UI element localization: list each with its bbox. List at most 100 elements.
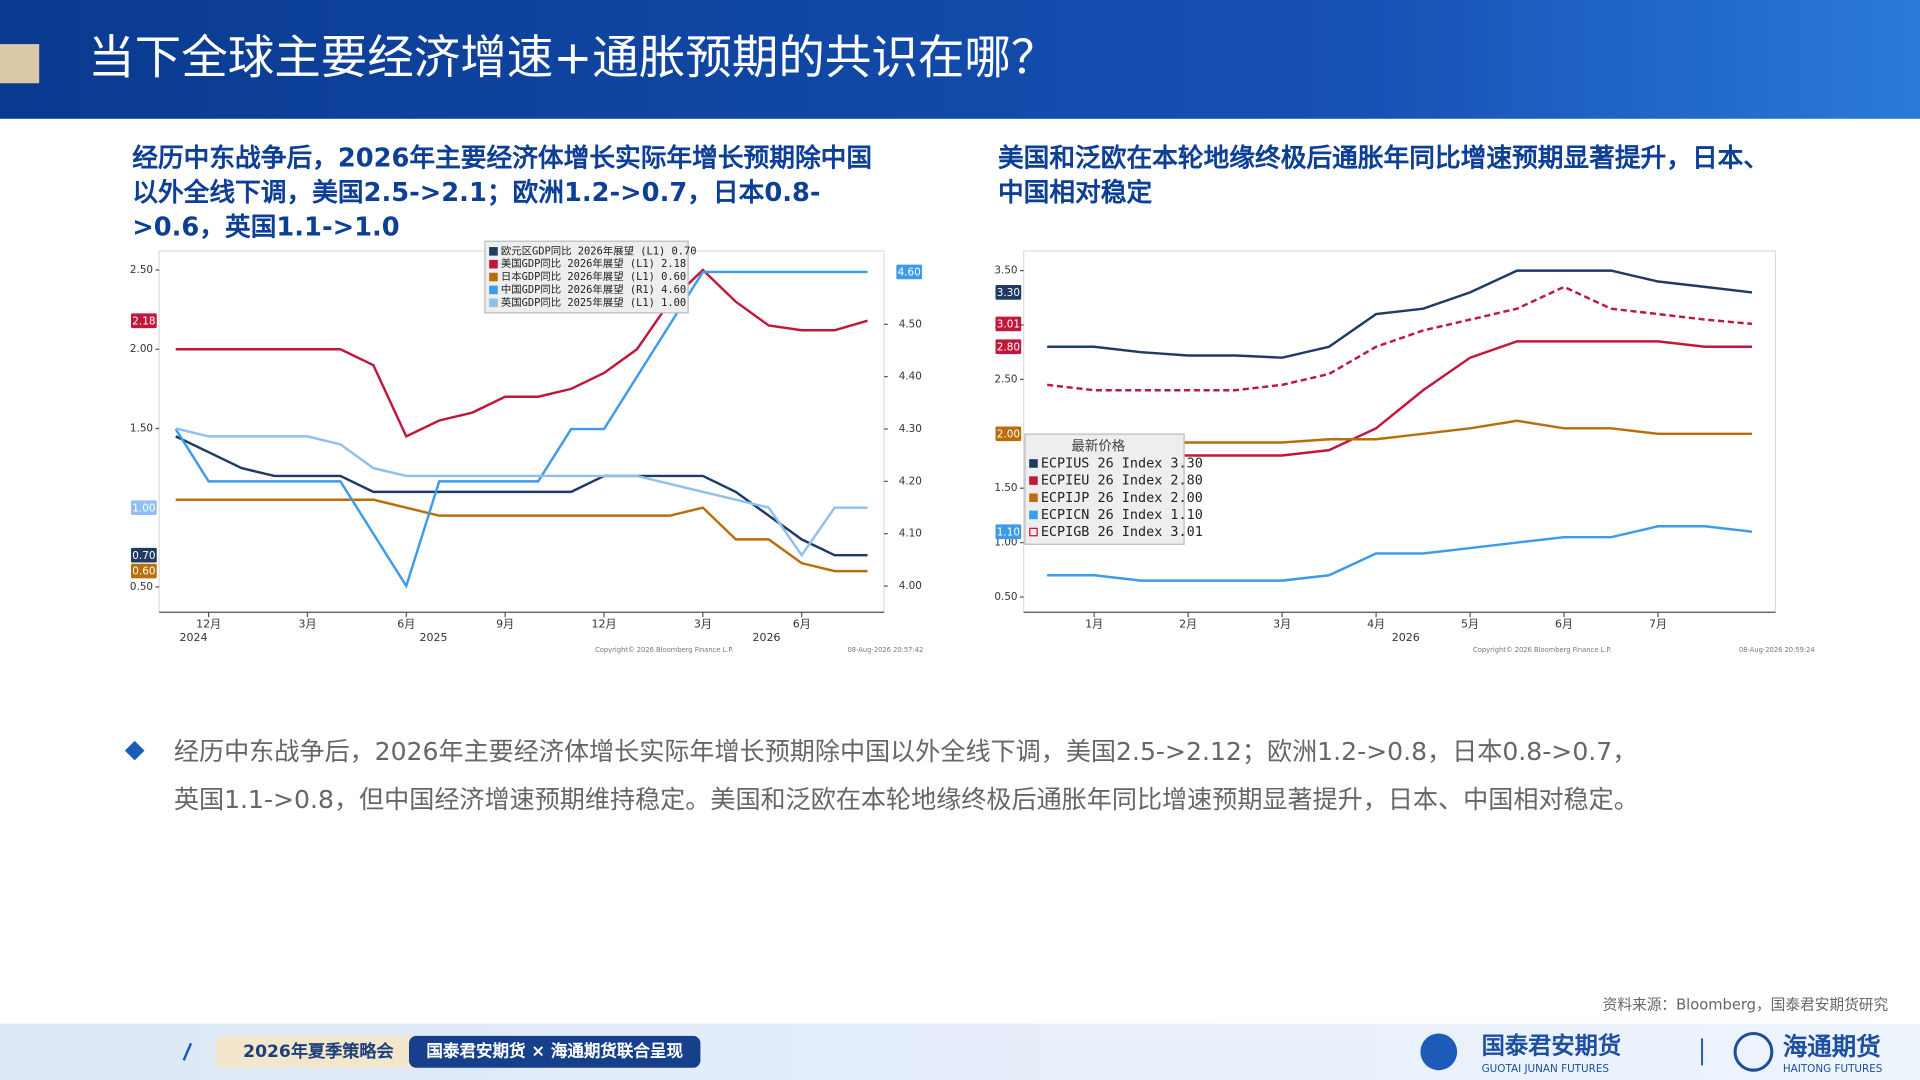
y2-tick-label: 4.20 — [899, 475, 922, 487]
y2-tick-label: 4.10 — [899, 528, 922, 540]
legend-swatch — [1029, 459, 1038, 468]
legend-value: 2.80 — [1170, 474, 1202, 489]
x-year-label: 2024 — [179, 631, 207, 644]
legend-name: ECPIUS 26 Index — [1041, 456, 1162, 471]
end-label: 4.60 — [898, 267, 921, 279]
legend-value: 0.60 — [661, 271, 686, 283]
plot-area — [1023, 250, 1777, 613]
legend-entry: ECPIJP 26 Index 2.00 — [1041, 491, 1203, 506]
x-tick-label: 12月 — [196, 617, 221, 630]
series-line — [1047, 269, 1753, 359]
end-label: 1.10 — [997, 526, 1020, 538]
legend-name: ECPIEU 26 Index — [1041, 474, 1162, 489]
footer-slash — [182, 1042, 193, 1061]
legend-value: 1.10 — [1170, 508, 1202, 523]
legend-value: 2.18 — [661, 258, 686, 270]
legend-entry: ECPICN 26 Index 1.10 — [1041, 508, 1203, 523]
legend-swatch — [1029, 510, 1038, 520]
legend-name: ECPIGB 26 Index — [1041, 525, 1162, 540]
legend-value: 4.60 — [661, 284, 686, 296]
x-tick-label: 1月 — [1085, 617, 1103, 630]
logo-text: 国泰君安期货 — [1482, 1032, 1622, 1059]
chart-timestamp: 08-Aug-2026 20:57:42 — [847, 646, 923, 654]
y-tick-label: 1.50 — [994, 482, 1017, 494]
chart-title: 美国和泛欧在本轮地缘终极后通胀年同比增速预期显著提升，日本、 — [998, 143, 1769, 174]
x-tick-label: 7月 — [1649, 617, 1667, 630]
y2-tick-label: 4.30 — [899, 423, 922, 435]
bullet — [124, 740, 145, 761]
legend-box — [1024, 433, 1185, 545]
legend-swatch — [489, 247, 498, 256]
x-tick-label: 12月 — [591, 617, 616, 630]
end-label-box — [995, 316, 1022, 332]
series-line — [1047, 285, 1753, 392]
chart-title: 中国相对稳定 — [998, 177, 1153, 208]
legend-entry: 日本GDP同比 2026年展望 (L1) 0.60 — [501, 270, 686, 283]
x-tick-label: 4月 — [1367, 617, 1385, 630]
y-tick-label: 0.50 — [994, 591, 1017, 603]
legend-name: 中国GDP同比 2026年展望 (R1) — [501, 283, 655, 296]
legend-name: ECPICN 26 Index — [1041, 508, 1162, 523]
summary-line: 经历中东战争后，2026年主要经济体增长实际年增长预期除中国以外全线下调，美国2… — [174, 737, 1637, 766]
legend-swatch — [1029, 476, 1038, 485]
x-year-label: 2025 — [419, 631, 447, 644]
y-tick-label: 1.00 — [994, 537, 1017, 549]
source-note: 资料来源：Bloomberg，国泰君安期货研究 — [1603, 996, 1889, 1013]
y-tick-label: 0.50 — [130, 581, 153, 593]
end-label: 3.30 — [997, 287, 1020, 299]
footer-pill — [215, 1035, 424, 1068]
logo-text-en: HAITONG FUTURES — [1783, 1063, 1883, 1075]
footer-pill — [408, 1035, 701, 1068]
x-year-label: 2026 — [1392, 631, 1420, 644]
footer-partners: 国泰君安期货 × 海通期货联合呈现 — [426, 1040, 683, 1060]
chart-source: Copyright© 2026 Bloomberg Finance L.P. — [1473, 646, 1611, 654]
legend-swatch — [489, 259, 498, 269]
legend-entry: 中国GDP同比 2026年展望 (R1) 4.60 — [501, 283, 686, 296]
legend-entry: ECPIEU 26 Index 2.80 — [1041, 474, 1203, 489]
end-label: 2.80 — [997, 341, 1020, 353]
logo-text: 海通期货 — [1783, 1032, 1881, 1061]
legend-value: 3.30 — [1170, 456, 1202, 471]
end-label-box — [131, 547, 157, 563]
chart-source: Copyright© 2026 Bloomberg Finance L.P. — [595, 646, 733, 654]
y-tick-label: 2.00 — [130, 343, 153, 355]
legend-value: 2.00 — [1170, 491, 1202, 506]
legend-swatch — [489, 272, 498, 282]
series-line — [175, 427, 868, 558]
end-label-box — [995, 426, 1022, 442]
x-tick-label: 6月 — [397, 617, 415, 630]
x-tick-label: 3月 — [298, 617, 316, 630]
legend-name: 欧元区GDP同比 2026年展望 (L1) — [501, 244, 665, 257]
x-year-label: 2026 — [753, 631, 781, 644]
legend-value: 3.01 — [1170, 525, 1202, 540]
header-accent — [0, 44, 40, 84]
end-label: 2.00 — [997, 428, 1020, 440]
end-label: 1.00 — [132, 502, 155, 514]
end-label-box — [131, 563, 157, 579]
legend-value: 1.00 — [661, 297, 686, 309]
end-label-box — [995, 524, 1022, 540]
end-label-box — [995, 285, 1022, 300]
legend-entry: ECPIGB 26 Index 3.01 — [1041, 525, 1203, 540]
legend-name: 日本GDP同比 2026年展望 (L1) — [501, 270, 655, 283]
end-label-box — [995, 339, 1022, 355]
legend-swatch — [1029, 527, 1038, 537]
series-line — [1047, 525, 1753, 582]
legend-swatch — [489, 298, 498, 308]
end-label: 3.01 — [997, 319, 1020, 331]
footer-event: 2026年夏季策略会 — [243, 1041, 394, 1062]
y-tick-label: 3.50 — [994, 265, 1017, 277]
series-line — [175, 498, 868, 573]
summary-line: 英国1.1->0.8，但中国经济增速预期维持稳定。美国和泛欧在本轮地缘终极后通胀… — [174, 785, 1639, 814]
legend-value: 0.70 — [672, 245, 697, 257]
y2-tick-label: 4.40 — [899, 371, 922, 383]
legend-name: 美国GDP同比 2026年展望 (L1) — [501, 257, 655, 270]
x-tick-label: 2月 — [1179, 617, 1197, 630]
chart-title: >0.6，英国1.1->1.0 — [132, 212, 399, 242]
charts: 经历中东战争后，2026年主要经济体增长实际年增长预期除中国以外全线下调，美国2… — [130, 143, 1815, 655]
y-tick-label: 2.50 — [994, 373, 1017, 385]
legend-entry: 美国GDP同比 2026年展望 (L1) 2.18 — [501, 257, 686, 270]
x-tick-label: 6月 — [1555, 617, 1573, 630]
logo-text-en: GUOTAI JUNAN FUTURES — [1482, 1063, 1610, 1075]
